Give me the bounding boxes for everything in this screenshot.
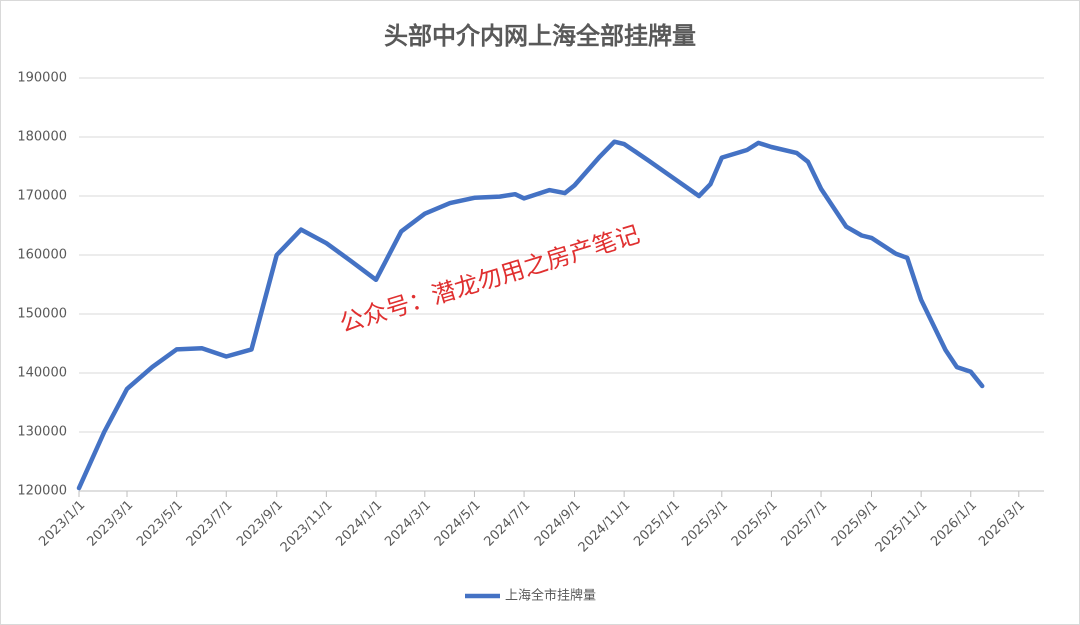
y-tick-label: 140000 (17, 366, 67, 381)
series-line (76, 139, 985, 491)
y-tick-label: 120000 (17, 484, 67, 499)
legend-label: 上海全市挂牌量 (505, 588, 596, 604)
y-tick-label: 150000 (17, 307, 67, 322)
y-tick-label: 170000 (17, 189, 67, 204)
y-tick-label: 180000 (17, 130, 67, 145)
y-tick-label: 160000 (17, 248, 67, 263)
y-tick-label: 130000 (17, 425, 67, 440)
y-tick-label: 190000 (17, 71, 67, 86)
chart-title: 头部中介内网上海全部挂牌量 (384, 22, 696, 50)
